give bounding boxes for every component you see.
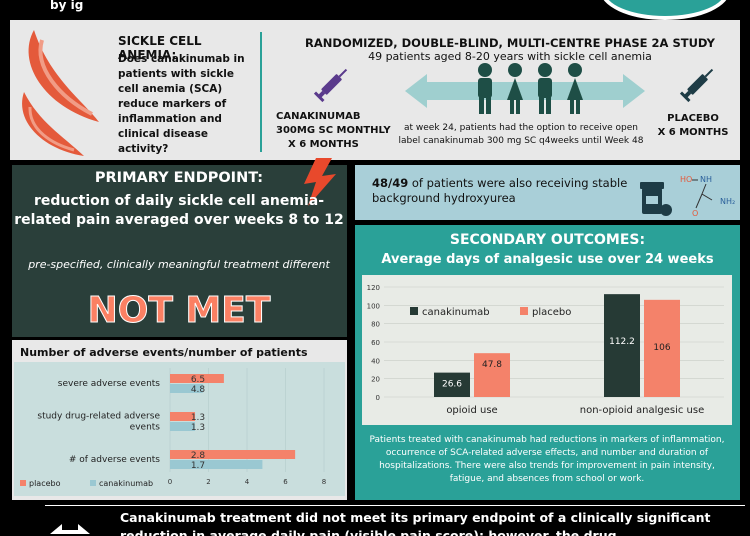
primary-endpoint-title: PRIMARY ENDPOINT:: [94, 170, 264, 186]
y-tick-label: events: [130, 423, 161, 433]
bar-canakinumab: [170, 460, 263, 469]
header-title: by ig: [50, 0, 84, 12]
data-label: 112.2: [609, 337, 635, 347]
canakinumab-arm-line2: 300MG SC MONTHLY: [276, 125, 391, 136]
placebo-arm-line1: PLACEBO: [667, 113, 719, 124]
y-tick-label: 0: [376, 394, 380, 402]
sca-title: SICKLE CELL ANEMIA:: [118, 34, 202, 62]
data-label: 2.8: [191, 451, 206, 461]
canakinumab-arm-line3: X 6 MONTHS: [288, 139, 359, 150]
sca-question: Does canakinumab in patients with sickle…: [118, 53, 245, 155]
open-label-note: at week 24, patients had the option to r…: [398, 123, 644, 146]
hydroxyurea-text: 48/49 of patients were also receiving st…: [372, 176, 632, 206]
legend-label: placebo: [532, 307, 571, 318]
data-label: 1.7: [191, 461, 205, 471]
y-tick-label: # of adverse events: [69, 455, 160, 465]
study-title: RANDOMIZED, DOUBLE-BLIND, MULTI-CENTRE P…: [305, 36, 715, 50]
y-tick-label: 100: [367, 302, 380, 310]
secondary-title: SECONDARY OUTCOMES:: [449, 232, 646, 248]
footer-panel: [45, 505, 745, 536]
bar-canakinumab: [604, 294, 640, 397]
arrow-icon: [50, 524, 90, 534]
secondary-subtitle: Average days of analgesic use over 24 we…: [381, 252, 714, 267]
legend-swatch: [520, 307, 528, 315]
y-tick-label: 120: [367, 284, 380, 292]
divider: [260, 32, 262, 152]
primary-endpoint-panel: [12, 165, 347, 337]
y-tick-label: 20: [371, 376, 380, 384]
legend-label: placebo: [29, 479, 61, 488]
placebo-arm-line2: X 6 MONTHS: [657, 127, 729, 138]
x-tick-label: 6: [283, 478, 288, 486]
data-label: 47.8: [482, 360, 502, 370]
y-tick-label: 80: [371, 321, 380, 329]
analgesic-chart: 0 20 40 60 80 100 120 26.6 47.8 opioid use 112.2 10…: [367, 284, 724, 416]
syringe-icon: [313, 68, 348, 103]
data-label: 4.8: [191, 385, 206, 395]
legend-swatch: [410, 307, 418, 315]
canakinumab-arm-line1: CANAKINUMAB: [276, 111, 361, 122]
molecule-nh2: NH₂: [720, 197, 735, 206]
bar-placebo: [474, 353, 510, 397]
canakinumab-arm: CANAKINUMAB 300MG SC MONTHLY X 6 MONTHS: [276, 110, 406, 152]
hydroxyurea-desc: of patients were also receiving stable b…: [372, 176, 628, 205]
bar-canakinumab: [170, 422, 196, 431]
hydroxyurea-count: 48/49: [372, 176, 409, 190]
x-tick-label: 0: [168, 478, 172, 486]
y-tick-label: 40: [371, 357, 380, 365]
y-tick-label: 60: [371, 339, 380, 347]
data-label: 1.3: [191, 423, 205, 433]
x-tick-label: non-opioid analgesic use: [580, 405, 705, 416]
footer-line2: reduction in average daily pain (visible…: [120, 528, 617, 536]
x-tick-label: 2: [206, 478, 210, 486]
bar-placebo: [644, 299, 680, 397]
x-tick-label: opioid use: [446, 405, 497, 416]
molecule-nh: NH: [700, 175, 712, 184]
legend-swatch: [90, 480, 96, 486]
y-tick-label: study drug-related adverse: [37, 412, 160, 422]
x-tick-label: 4: [245, 478, 250, 486]
bar-placebo: [170, 450, 296, 459]
syringe-icon: [679, 68, 714, 103]
legend-label: canakinumab: [422, 307, 490, 318]
patients-graphic: [405, 63, 645, 114]
primary-endpoint-note: pre-specified, clinically meaningful tre…: [28, 258, 330, 271]
data-label: 26.6: [442, 380, 462, 390]
data-label: 6.5: [191, 375, 205, 385]
molecule-ho: HO: [680, 175, 692, 184]
bar-canakinumab: [434, 372, 470, 397]
bar-canakinumab: [170, 384, 203, 393]
sickle-cell-icon: [22, 30, 99, 156]
lightning-icon: [304, 158, 336, 206]
primary-endpoint-body: reduction of daily sickle cell anemia-re…: [14, 193, 344, 228]
data-label: 106: [653, 343, 670, 353]
legend-swatch: [20, 480, 26, 486]
legend-label: canakinumab: [99, 479, 153, 488]
y-tick-label: severe adverse events: [58, 379, 161, 389]
hydroxyurea-panel: [355, 165, 740, 220]
adverse-title: Number of adverse events/number of patie…: [20, 346, 308, 359]
secondary-paragraph: Patients treated with canakinumab had re…: [369, 435, 725, 484]
study-subtitle: 49 patients aged 8-20 years with sickle …: [368, 50, 652, 63]
data-label: 1.3: [191, 413, 205, 423]
adverse-chart: 0 2 4 6 8 severe adverse events 6.54.8 study dr…: [20, 368, 326, 488]
bar-placebo: [170, 412, 196, 421]
logo-circle: [600, 0, 730, 20]
molecule-o: O: [692, 209, 698, 218]
hydroxyurea-molecule-icon: HO NH O NH₂: [640, 175, 735, 218]
primary-result: NOT MET: [87, 290, 271, 332]
footer-line1: Canakinumab treatment did not meet its p…: [120, 510, 711, 525]
bar-placebo: [170, 374, 224, 383]
x-tick-label: 8: [322, 478, 326, 486]
placebo-arm: PLACEBO X 6 MONTHS: [648, 112, 738, 140]
